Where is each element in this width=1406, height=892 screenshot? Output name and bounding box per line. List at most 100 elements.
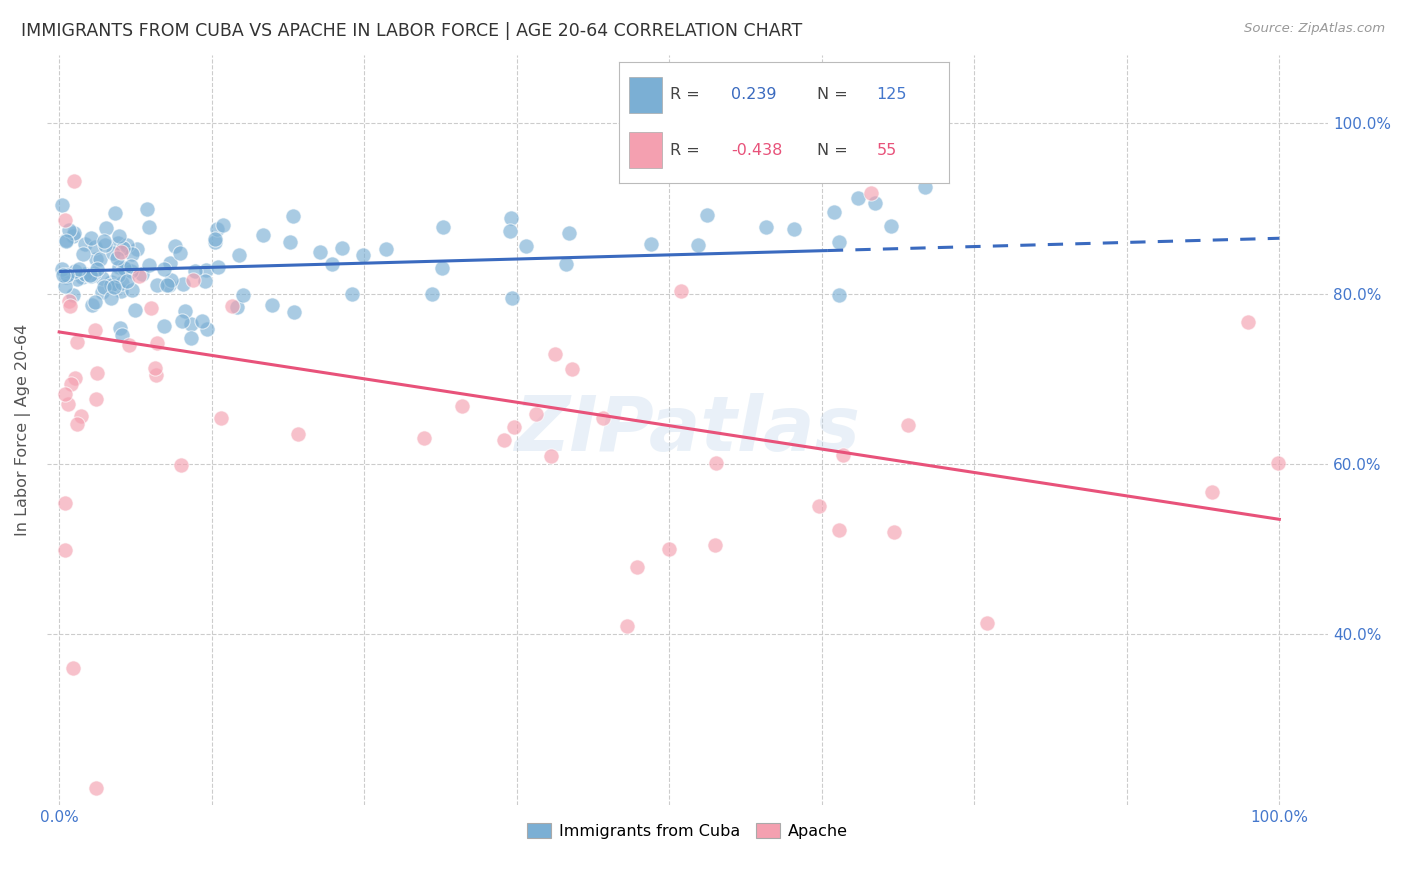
Point [914, 179, 936, 194]
Point [848, 191, 870, 205]
Point [823, 205, 845, 219]
Point [121, 247, 143, 261]
Point [1201, 485, 1223, 500]
Point [51, 262, 73, 277]
Point [63, 371, 86, 385]
Point [112, 261, 135, 276]
Point [108, 260, 131, 274]
Point [94, 221, 117, 235]
Point [860, 186, 883, 201]
Point [59, 299, 82, 313]
Point [56, 397, 79, 411]
Point [897, 418, 920, 433]
Point [211, 219, 233, 233]
Point [153, 319, 176, 334]
Point [280, 235, 302, 249]
Text: Source: ZipAtlas.com: Source: ZipAtlas.com [1244, 22, 1385, 36]
Point [262, 298, 284, 312]
Point [194, 274, 217, 288]
Point [55, 233, 77, 247]
Point [492, 433, 515, 447]
Point [309, 244, 332, 259]
Point [117, 338, 139, 352]
Point [828, 288, 851, 302]
Point [70, 270, 93, 285]
Point [755, 219, 778, 234]
Point [976, 616, 998, 631]
Point [172, 277, 194, 291]
Point [191, 314, 214, 328]
Point [105, 251, 128, 265]
Point [152, 261, 174, 276]
Point [501, 291, 523, 305]
Text: 55: 55 [876, 143, 897, 158]
Point [80, 231, 103, 245]
Point [53, 213, 76, 227]
Point [124, 302, 146, 317]
Point [160, 272, 183, 286]
Point [56, 268, 79, 283]
Point [125, 242, 148, 256]
Point [53, 386, 76, 401]
Point [100, 291, 122, 305]
Point [51, 198, 73, 212]
Point [180, 331, 202, 345]
Point [59, 377, 82, 392]
Text: N =: N = [817, 143, 848, 158]
Point [53, 496, 76, 510]
Point [72, 247, 94, 261]
Point [120, 264, 142, 278]
Point [332, 241, 354, 255]
Point [287, 427, 309, 442]
FancyBboxPatch shape [628, 132, 662, 169]
Point [1237, 315, 1260, 329]
Point [209, 411, 232, 425]
Point [143, 360, 166, 375]
Point [110, 284, 132, 298]
Point [221, 299, 243, 313]
Point [704, 538, 727, 552]
Point [53, 278, 76, 293]
Point [204, 235, 226, 249]
Point [669, 285, 692, 299]
Point [146, 277, 169, 292]
Y-axis label: In Labor Force | Age 20-64: In Labor Force | Age 20-64 [15, 324, 31, 536]
Point [225, 300, 247, 314]
Point [172, 314, 194, 328]
Point [63, 174, 86, 188]
Point [70, 409, 93, 424]
Point [883, 524, 905, 539]
Point [828, 523, 851, 537]
Text: 125: 125 [876, 87, 907, 103]
Point [103, 277, 125, 292]
Point [183, 264, 205, 278]
Point [141, 301, 163, 315]
Point [232, 288, 254, 302]
Point [501, 211, 523, 226]
Point [832, 448, 855, 462]
Point [204, 232, 226, 246]
Point [592, 410, 614, 425]
Point [62, 661, 84, 675]
Point [100, 277, 122, 292]
Point [84, 240, 107, 254]
Text: R =: R = [669, 143, 700, 158]
Point [696, 208, 718, 222]
Point [561, 362, 583, 376]
Point [67, 262, 90, 277]
Point [195, 322, 218, 336]
Point [450, 399, 472, 413]
Point [413, 431, 436, 445]
Point [82, 298, 104, 312]
Point [84, 252, 107, 267]
Point [880, 219, 903, 233]
Point [90, 271, 112, 285]
Point [558, 226, 581, 240]
Point [145, 368, 167, 382]
Point [688, 237, 710, 252]
Point [110, 327, 132, 342]
Point [79, 268, 101, 282]
Point [62, 226, 84, 240]
Point [138, 258, 160, 272]
Legend: Immigrants from Cuba, Apache: Immigrants from Cuba, Apache [520, 817, 855, 846]
